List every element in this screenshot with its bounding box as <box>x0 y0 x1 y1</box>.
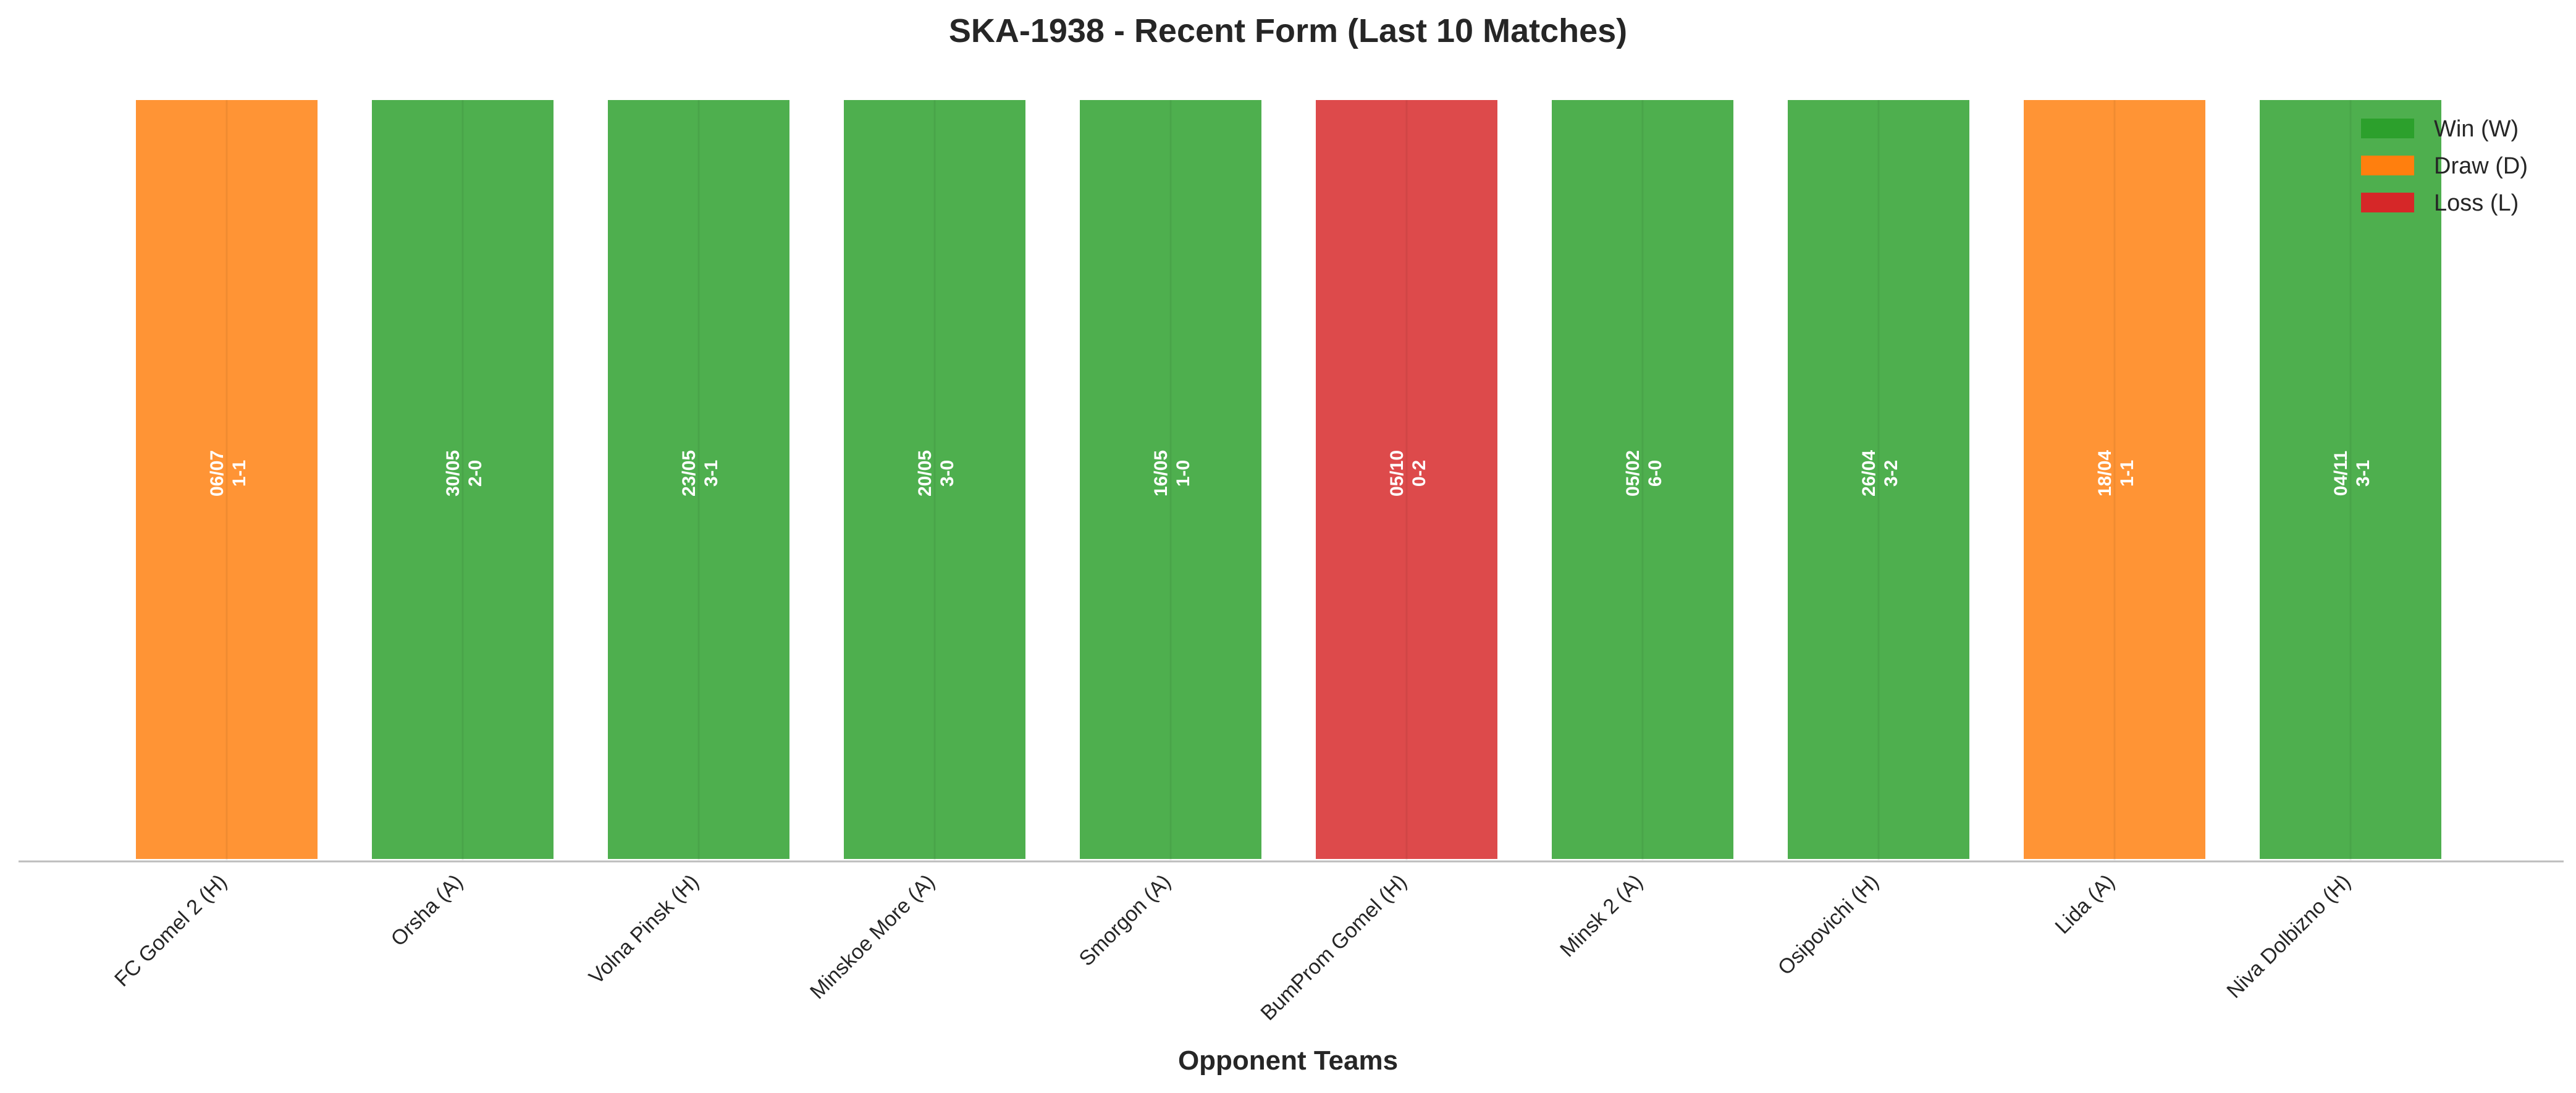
bar-label-2: 30/05 2-0 <box>443 450 486 496</box>
match-date: 23/05 <box>679 450 699 496</box>
bar-9 <box>2021 98 2208 861</box>
bar-6 <box>1313 98 1500 861</box>
bar-2 <box>369 98 556 861</box>
legend-swatch-D <box>2361 156 2414 175</box>
legend-swatch-W <box>2361 119 2414 138</box>
match-date: 26/04 <box>1859 450 1879 496</box>
bar-label-4: 20/05 3-0 <box>915 450 958 496</box>
legend-swatch-L <box>2361 193 2414 212</box>
match-score: 1-1 <box>2117 460 2137 487</box>
bar-label-9: 18/04 1-1 <box>2095 450 2137 496</box>
bar-7 <box>1549 98 1736 861</box>
match-date: 30/05 <box>443 450 463 496</box>
match-score: 2-0 <box>465 460 486 487</box>
match-score: 3-1 <box>2353 460 2373 487</box>
bar-label-10: 04/11 3-1 <box>2331 451 2373 496</box>
match-date: 06/07 <box>207 450 227 496</box>
bar-3 <box>605 98 792 861</box>
x-tick-label: Volna Pinsk (H) <box>584 870 704 989</box>
bars-layer <box>133 98 2444 861</box>
bar-10 <box>2257 98 2444 861</box>
match-score: 3-0 <box>937 460 958 487</box>
match-score: 1-0 <box>1173 460 1193 487</box>
bar-label-3: 23/05 3-1 <box>679 450 722 496</box>
x-tick-label: Smorgon (A) <box>1075 870 1176 971</box>
x-tick-label: Osipovichi (H) <box>1774 870 1884 980</box>
bar-8 <box>1785 98 1972 861</box>
x-tick-label: Orsha (A) <box>387 870 468 951</box>
match-date: 18/04 <box>2095 450 2115 496</box>
bar-labels-layer: 06/07 1-1 30/05 2-0 23/05 3-1 20/05 3-0 16/05 1-0… <box>207 450 2373 496</box>
x-tick-label: Minsk 2 (A) <box>1555 870 1647 961</box>
x-tick-labels: FC Gomel 2 (H) Orsha (A) Volna Pinsk (H) Mi… <box>110 870 2355 1025</box>
match-score: 0-2 <box>1409 460 1429 487</box>
match-score: 6-0 <box>1645 460 1665 487</box>
legend-label-D: Draw (D) <box>2434 153 2528 179</box>
x-axis-label: Opponent Teams <box>1178 1045 1398 1076</box>
chart-title: SKA-1938 - Recent Form (Last 10 Matches) <box>949 12 1627 49</box>
x-tick-label: Niva Dolbizno (H) <box>2222 870 2355 1003</box>
x-tick-label: BumProm Gomel (H) <box>1256 870 1411 1025</box>
match-date: 05/10 <box>1387 450 1407 496</box>
x-tick-label: FC Gomel 2 (H) <box>110 870 232 992</box>
bar-4 <box>841 98 1028 861</box>
match-date: 04/11 <box>2331 451 2351 496</box>
match-score: 3-1 <box>701 460 722 487</box>
match-date: 16/05 <box>1151 450 1171 496</box>
bar-label-7: 05/02 6-0 <box>1623 450 1665 496</box>
match-score: 1-1 <box>229 460 250 487</box>
legend-label-L: Loss (L) <box>2434 190 2519 216</box>
legend: Win (W) Draw (D) Loss (L) <box>2361 116 2528 216</box>
bar-label-8: 26/04 3-2 <box>1859 450 1901 496</box>
match-date: 20/05 <box>915 450 935 496</box>
match-score: 3-2 <box>1881 460 1901 487</box>
x-tick-label: Lida (A) <box>2051 870 2119 939</box>
bar-label-5: 16/05 1-0 <box>1151 450 1193 496</box>
match-date: 05/02 <box>1623 450 1643 496</box>
legend-label-W: Win (W) <box>2434 116 2519 142</box>
bar-label-6: 05/10 0-2 <box>1387 450 1429 496</box>
x-tick-label: Minskoe More (A) <box>806 870 940 1004</box>
bar-1 <box>133 98 320 861</box>
bar-5 <box>1077 98 1264 861</box>
bar-label-1: 06/07 1-1 <box>207 450 250 496</box>
